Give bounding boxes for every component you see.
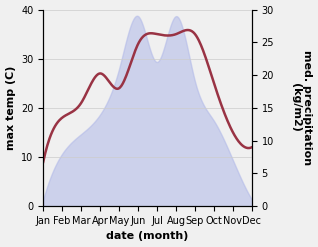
Y-axis label: med. precipitation
(kg/m2): med. precipitation (kg/m2) [291, 50, 313, 165]
Y-axis label: max temp (C): max temp (C) [5, 66, 16, 150]
X-axis label: date (month): date (month) [107, 231, 189, 242]
